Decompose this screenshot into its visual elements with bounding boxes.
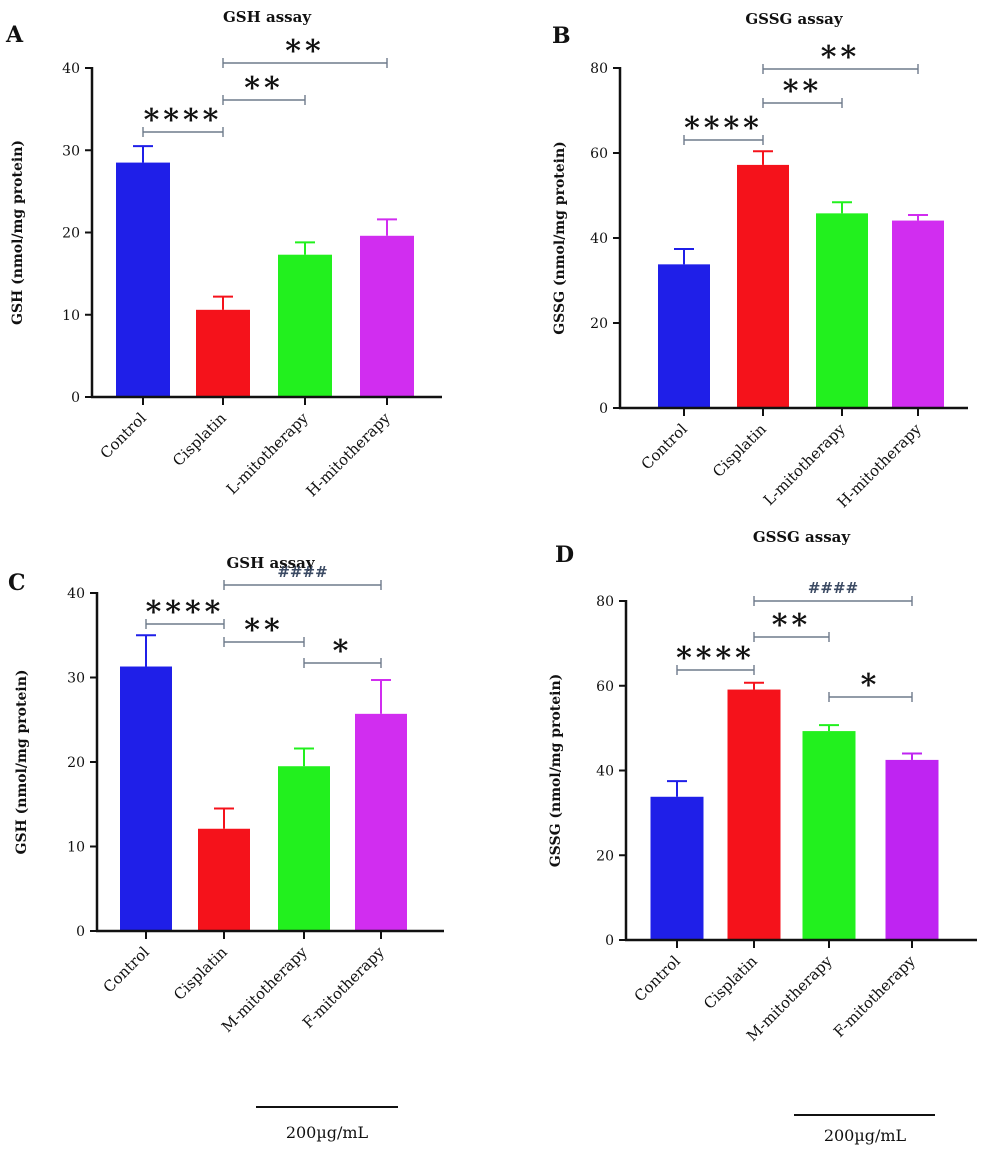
y-tick-label: 20 <box>590 316 608 332</box>
x-tick-label: Cisplatin <box>709 420 770 481</box>
y-tick-label: 40 <box>590 231 608 247</box>
significance-label: ** <box>244 613 283 648</box>
y-tick-label: 0 <box>71 390 80 406</box>
bar <box>885 759 939 940</box>
x-tick-label: Cisplatin <box>169 409 230 470</box>
x-tick-label: F-mitotherapy <box>299 943 388 1032</box>
bar <box>727 689 781 940</box>
bar <box>355 713 407 931</box>
y-tick-label: 60 <box>596 679 614 695</box>
significance-label: **** <box>684 111 763 146</box>
dose-scale-right: 200µg/mL <box>794 1114 935 1145</box>
x-tick-label: M-mitotherapy <box>218 943 311 1036</box>
significance-label: ** <box>772 608 811 643</box>
bar <box>196 309 250 397</box>
y-axis-label: GSH (nmol/mg protein) <box>14 669 30 854</box>
chart-title: GSSG assay <box>753 528 852 546</box>
x-tick-label: L-mitotherapy <box>223 409 312 498</box>
significance-label: **** <box>146 595 225 630</box>
x-tick-label: Control <box>97 409 150 462</box>
significance-label: ** <box>821 40 860 75</box>
significance-label: ** <box>285 34 324 69</box>
significance-label: #### <box>808 579 858 597</box>
significance-label: * <box>861 668 881 703</box>
significance-label: ** <box>244 71 283 106</box>
x-tick-label: Cisplatin <box>170 943 231 1004</box>
bar <box>892 220 944 408</box>
y-tick-label: 10 <box>62 308 80 324</box>
chart-title: GSH assay <box>223 8 312 26</box>
y-tick-label: 0 <box>605 933 614 949</box>
panel-a-gsh-chart: A GSH assay GSH (nmol/mg protein) 0 10 20 30 40… <box>5 8 442 500</box>
bar <box>802 731 856 940</box>
x-tick-label: H-mitotherapy <box>303 409 395 501</box>
chart-title: GSSG assay <box>745 10 844 28</box>
bar <box>278 766 330 931</box>
significance-label: #### <box>277 563 327 581</box>
y-tick-label: 10 <box>67 840 85 856</box>
x-tick-label: Control <box>631 952 684 1005</box>
y-tick-label: 30 <box>67 671 85 687</box>
bar <box>816 213 868 408</box>
y-tick-label: 30 <box>62 143 80 159</box>
y-tick-label: 60 <box>590 146 608 162</box>
x-tick-label: F-mitotherapy <box>830 952 919 1041</box>
significance-label: * <box>333 634 353 669</box>
panel-letter: A <box>5 22 24 48</box>
y-tick-label: 0 <box>599 401 608 417</box>
y-tick-label: 40 <box>62 61 80 77</box>
bar <box>278 254 332 397</box>
y-axis-label: GSSG (nmol/mg protein) <box>548 674 564 868</box>
significance-label: **** <box>676 641 755 676</box>
bar <box>198 828 250 931</box>
chart-title: GSH assay <box>226 554 315 572</box>
y-tick-label: 20 <box>596 848 614 864</box>
y-tick-label: 0 <box>76 924 85 940</box>
significance-label: ** <box>783 74 822 109</box>
dose-scale-left: 200µg/mL <box>256 1106 398 1142</box>
y-axis-label: GSH (nmol/mg protein) <box>10 140 26 325</box>
y-tick-label: 40 <box>596 764 614 780</box>
panel-c-gsh-chart: C GSH assay GSH (nmol/mg protein) 0 10 20 30 40… <box>8 554 444 1036</box>
bar <box>650 796 704 940</box>
x-tick-label: Control <box>100 943 153 996</box>
bar <box>360 235 414 397</box>
bar <box>116 162 170 397</box>
panel-letter: C <box>8 570 26 596</box>
bar <box>120 666 172 931</box>
y-tick-label: 80 <box>596 594 614 610</box>
y-tick-label: 20 <box>67 755 85 771</box>
panel-letter: D <box>555 542 574 568</box>
panel-b-gssg-chart: B GSSG assay GSSG (nmol/mg protein) 0 20 40 60… <box>552 10 968 511</box>
bar <box>737 164 789 408</box>
significance-label: **** <box>144 103 223 138</box>
dose-label: 200µg/mL <box>824 1126 907 1145</box>
x-tick-label: Cisplatin <box>700 952 761 1013</box>
y-tick-label: 80 <box>590 61 608 77</box>
y-tick-label: 40 <box>67 586 85 602</box>
panel-letter: B <box>552 23 571 49</box>
y-axis-label: GSSG (nmol/mg protein) <box>552 141 568 335</box>
panel-d-gssg-chart: D GSSG assay GSSG (nmol/mg protein) 0 20 40 60… <box>548 528 977 1045</box>
bar <box>658 264 710 408</box>
dose-label: 200µg/mL <box>286 1123 369 1142</box>
y-tick-label: 20 <box>62 226 80 242</box>
x-tick-label: Control <box>638 420 691 473</box>
